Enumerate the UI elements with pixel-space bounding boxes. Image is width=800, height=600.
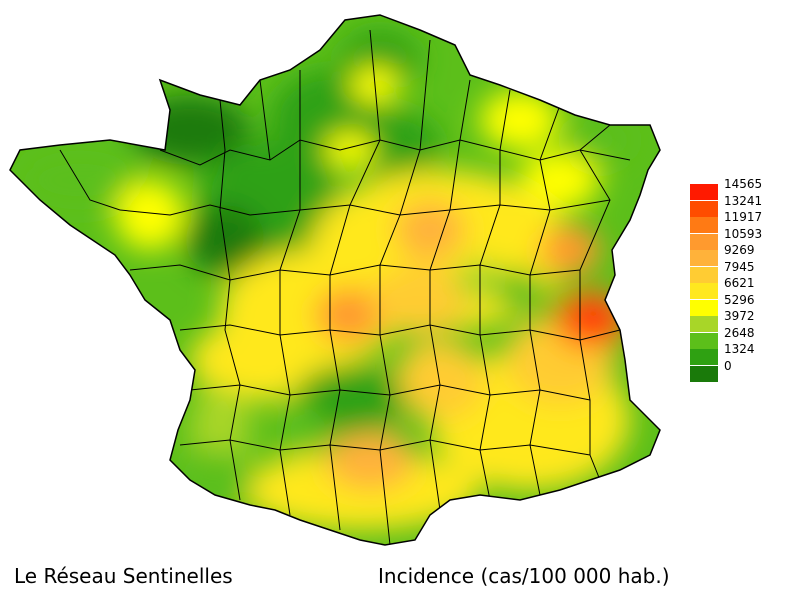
legend-swatch [690, 200, 718, 217]
legend-swatch [690, 365, 718, 382]
legend-label: 3972 [724, 309, 755, 323]
incidence-legend: 14565 13241 11917 10593 9269 7945 6621 5296 3972… [690, 177, 800, 390]
legend-swatch [690, 233, 718, 250]
incidence-surface [10, 15, 660, 545]
legend-swatch [690, 250, 718, 266]
legend-swatch [690, 349, 718, 365]
legend-swatch [690, 316, 718, 332]
legend-label: 7945 [724, 259, 755, 274]
legend-swatch [690, 217, 718, 233]
france-map-svg [9, 14, 661, 546]
legend-label: 14565 [724, 177, 763, 191]
legend-swatch [690, 332, 718, 349]
legend-swatch [690, 299, 718, 316]
incidence-unit-caption: Incidence (cas/100 000 hab.) [378, 564, 670, 588]
legend-swatch [690, 266, 718, 283]
legend-swatch [690, 184, 718, 200]
network-caption: Le Réseau Sentinelles [14, 564, 233, 588]
legend-label: 1324 [724, 342, 755, 356]
legend-label: 2648 [724, 325, 755, 340]
legend-label: 10593 [724, 226, 763, 241]
legend-label: 9269 [724, 243, 755, 257]
legend-label: 0 [724, 358, 732, 373]
legend-label: 6621 [724, 276, 755, 290]
legend-swatch [690, 283, 718, 299]
legend-label: 13241 [724, 193, 763, 208]
legend-label: 11917 [724, 210, 763, 224]
incidence-map [9, 14, 661, 546]
department-boundaries [59, 29, 631, 545]
legend-label: 5296 [724, 292, 755, 307]
